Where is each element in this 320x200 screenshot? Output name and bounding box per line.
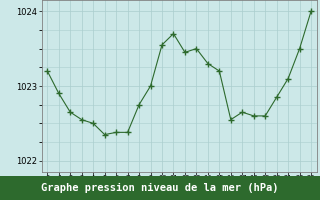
Text: Graphe pression niveau de la mer (hPa): Graphe pression niveau de la mer (hPa)	[41, 183, 279, 193]
